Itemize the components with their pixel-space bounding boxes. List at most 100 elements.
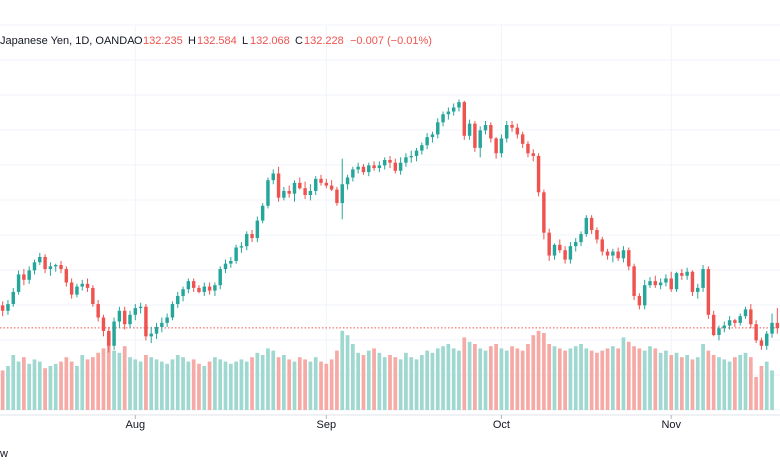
legend-low-value: 132.068 — [250, 35, 290, 47]
volume-bar — [6, 366, 10, 410]
candle-body — [749, 309, 753, 325]
volume-bar — [722, 359, 727, 410]
candle — [165, 313, 169, 327]
volume-bar — [149, 357, 154, 410]
candle-body — [329, 185, 334, 190]
volume-bar — [764, 361, 769, 410]
volume-bar — [679, 357, 684, 410]
candle-body — [558, 244, 562, 251]
volume-bar — [542, 333, 546, 410]
candle — [621, 246, 626, 263]
legend-close-label: C — [295, 35, 303, 47]
volume-bar — [409, 357, 414, 410]
candle — [642, 279, 647, 310]
candle-body — [154, 326, 159, 334]
volume-bar — [239, 359, 244, 410]
candle-body — [467, 123, 472, 136]
candle — [690, 270, 695, 296]
candle — [494, 137, 498, 159]
volume-bar — [478, 348, 483, 410]
volume-bar — [611, 346, 615, 410]
candle-body — [11, 291, 15, 305]
candle-body — [292, 182, 297, 194]
volume-bar — [202, 366, 207, 410]
candle-body — [478, 130, 482, 148]
candle — [340, 158, 344, 220]
candle — [589, 215, 594, 235]
candle — [499, 134, 504, 158]
candle — [133, 304, 138, 321]
candle-body — [75, 286, 79, 295]
volume-bar — [520, 350, 525, 410]
volume-bar — [170, 359, 175, 410]
candle — [595, 227, 599, 244]
candle-body — [430, 134, 435, 138]
candle-body — [404, 157, 408, 163]
candle-body — [526, 143, 530, 154]
candle-body — [324, 182, 329, 186]
candle — [112, 317, 116, 350]
candle-body — [632, 266, 636, 296]
candle — [611, 248, 615, 263]
candle-body — [483, 125, 488, 131]
candle-body — [393, 162, 398, 171]
candle — [101, 314, 106, 337]
legend-change: −0.007 (−0.01%) — [350, 35, 432, 47]
volume-bar — [754, 377, 758, 410]
candle-body — [616, 251, 620, 259]
candle — [733, 318, 737, 327]
candle — [552, 243, 557, 260]
volume-bar — [388, 355, 392, 410]
volume-bar — [165, 363, 169, 410]
volume-bar — [759, 366, 764, 410]
candle-body — [637, 295, 642, 306]
candle-body — [335, 189, 339, 204]
candle-body — [584, 217, 589, 235]
candle — [616, 247, 620, 261]
candle-body — [436, 122, 440, 135]
candle-body — [765, 333, 769, 346]
candle — [573, 238, 578, 252]
candle — [223, 259, 228, 274]
volume-bar — [658, 352, 663, 410]
candle-body — [213, 285, 217, 291]
candle-body — [579, 234, 583, 243]
candle-body — [489, 125, 493, 139]
volume-bar — [488, 346, 493, 410]
volume-bar — [648, 346, 652, 410]
candle-body — [372, 165, 376, 169]
candle — [128, 310, 132, 329]
candle — [80, 279, 84, 291]
candle-body — [64, 269, 69, 283]
candle — [653, 275, 658, 288]
candle — [53, 263, 58, 272]
grid — [0, 24, 780, 411]
candle — [605, 248, 610, 260]
volume-bar — [138, 361, 143, 410]
candle — [377, 161, 382, 173]
volume-bar — [324, 363, 329, 410]
candle — [239, 242, 244, 253]
candle-body — [340, 184, 344, 204]
volume-bar — [457, 350, 461, 410]
volume-bar — [770, 370, 774, 410]
volume-bar — [351, 344, 355, 410]
x-tick-label: Aug — [126, 419, 146, 431]
candle — [6, 300, 10, 315]
volume-bar — [69, 361, 74, 410]
candle — [404, 153, 408, 167]
volume-bar — [616, 348, 621, 410]
candle — [282, 186, 286, 201]
candle-body — [600, 239, 604, 252]
candle — [324, 178, 329, 189]
candle-body — [605, 251, 610, 256]
candle — [197, 285, 201, 294]
candle — [457, 99, 461, 112]
candle — [27, 266, 31, 284]
candle-body — [425, 137, 429, 146]
candle-body — [547, 232, 551, 256]
candle-body — [563, 250, 567, 260]
volume-bar — [75, 366, 79, 410]
volume-bar — [16, 361, 21, 410]
candle-body — [568, 246, 573, 260]
